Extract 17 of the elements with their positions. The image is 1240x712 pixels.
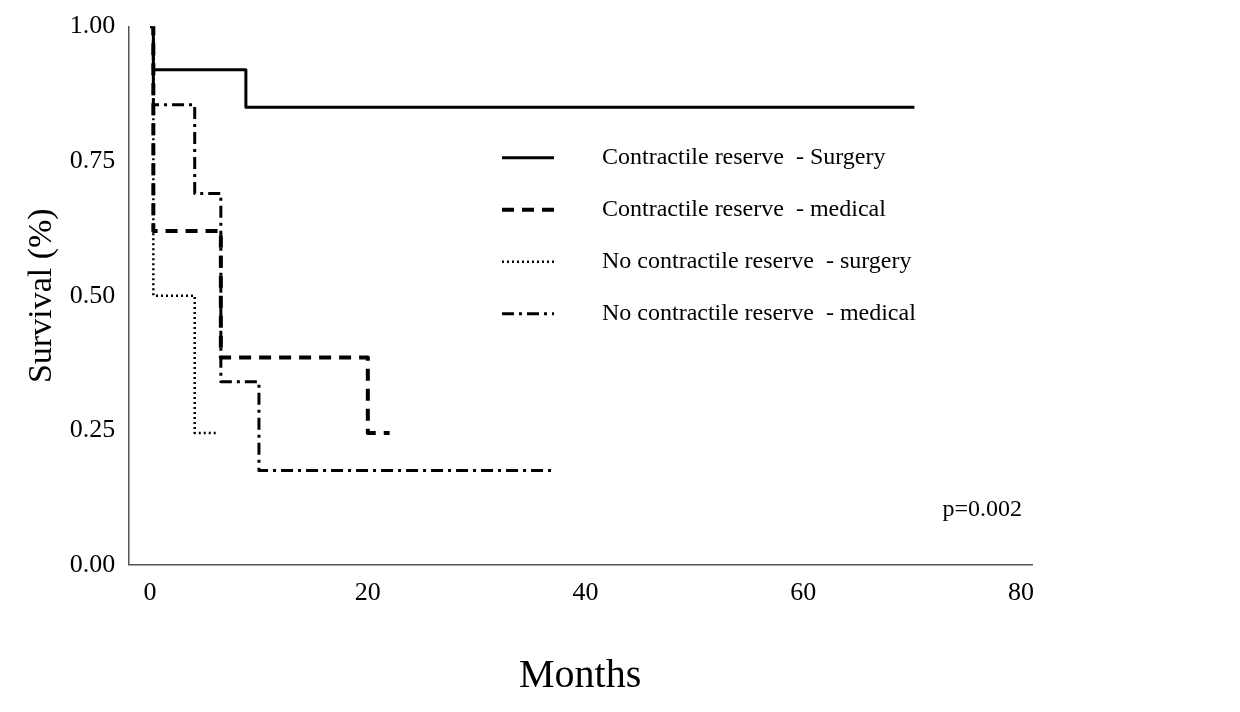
x-tick-label: 80 xyxy=(1008,577,1035,607)
legend-label: Contractile reserve - medical xyxy=(602,195,887,221)
y-tick-label: 1.00 xyxy=(69,10,116,40)
y-tick-label: 0.75 xyxy=(69,144,116,174)
y-tick-label: 0.50 xyxy=(69,279,116,309)
x-tick-label: 60 xyxy=(790,577,817,607)
legend-label: Contractile reserve - Surgery xyxy=(602,143,886,169)
annotation: p=0.002 xyxy=(942,495,1022,522)
x-tick-label: 0 xyxy=(143,577,157,607)
x-axis-title: Months xyxy=(519,650,642,696)
x-tick-label: 40 xyxy=(572,577,599,607)
y-tick-label: 0.00 xyxy=(69,548,116,578)
y-tick-label: 0.25 xyxy=(69,414,116,444)
legend-label: No contractile reserve - surgery xyxy=(602,247,912,273)
x-tick-label: 20 xyxy=(354,577,381,607)
legend-label: No contractile reserve - medical xyxy=(602,299,917,325)
y-axis-title: Survival (%) xyxy=(21,208,60,384)
